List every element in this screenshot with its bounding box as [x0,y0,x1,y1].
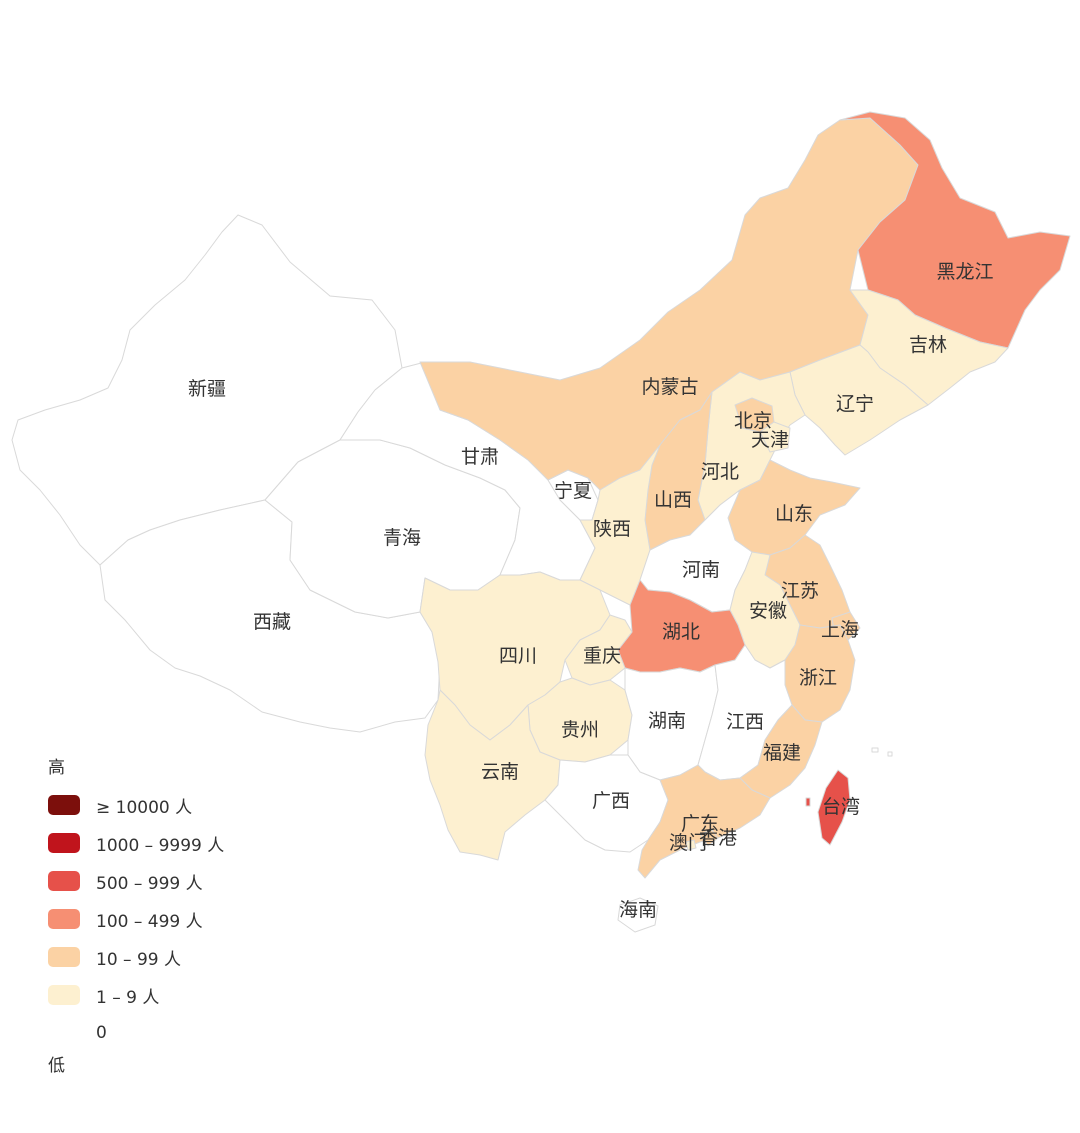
label-guizhou: 贵州 [561,719,599,741]
province-heilongjiang[interactable] [839,111,1071,349]
legend-swatch [48,833,80,853]
province-chongqing[interactable] [564,614,633,686]
province-labels: 新疆 西藏 青海 甘肃 宁夏 内蒙古 黑龙江 吉林 辽宁 北京 天津 河北 山西… [188,261,994,921]
label-shanxi: 山西 [654,489,692,511]
label-tianjin: 天津 [751,429,789,451]
province-guangdong[interactable] [637,764,771,879]
label-taiwan: 台湾 [822,796,860,818]
label-xizang: 西藏 [253,611,291,633]
legend-swatch [48,1023,80,1043]
label-henan: 河南 [682,559,720,581]
label-liaoning: 辽宁 [836,393,874,415]
label-macau: 澳门 [669,832,707,854]
label-ningxia: 宁夏 [554,480,592,502]
legend-label: 1000 – 9999 人 [96,835,225,856]
label-shanghai: 上海 [821,619,859,641]
island-marker [871,747,879,753]
label-guangdong: 广东 [681,813,719,835]
label-qinghai: 青海 [383,527,421,549]
legend-item[interactable]: 1 – 9 人 [48,976,308,1014]
label-heilongjiang: 黑龙江 [936,261,993,283]
label-gansu: 甘肃 [461,446,499,468]
label-fujian: 福建 [763,742,801,764]
label-zhejiang: 浙江 [799,667,837,689]
legend-label: 500 – 999 人 [96,873,203,894]
label-yunnan: 云南 [481,761,519,783]
legend-swatch [48,871,80,891]
label-neimenggu: 内蒙古 [641,376,698,398]
legend-item[interactable]: 1000 – 9999 人 [48,824,308,862]
label-shaanxi: 陕西 [593,518,631,540]
island-marker [887,751,893,757]
label-hebei: 河北 [701,461,739,483]
legend-item[interactable]: 0 [48,1014,308,1052]
legend-items: ≥ 10000 人 1000 – 9999 人 500 – 999 人 100 – 4… [48,786,308,1052]
label-beijing: 北京 [734,410,772,432]
province-tianjin[interactable] [759,421,791,453]
legend-item[interactable]: 500 – 999 人 [48,862,308,900]
legend-low-label: 低 [48,1056,65,1076]
island-marker [805,797,811,807]
label-shandong: 山东 [775,503,813,525]
legend-swatch [48,795,80,815]
label-anhui: 安徽 [749,600,787,622]
province-macau[interactable] [685,839,697,851]
legend-label: 100 – 499 人 [96,911,203,932]
legend-swatch [48,909,80,929]
label-hubei: 湖北 [662,621,700,643]
label-jiangxi: 江西 [726,711,764,733]
label-jiangsu: 江苏 [781,580,819,602]
legend-item[interactable]: ≥ 10000 人 [48,786,308,824]
label-guangxi: 广西 [592,790,630,812]
legend-item[interactable]: 100 – 499 人 [48,900,308,938]
legend-label: ≥ 10000 人 [96,797,193,818]
legend-label: 1 – 9 人 [96,987,160,1008]
label-hongkong: 香港 [699,827,737,849]
label-hunan: 湖南 [648,710,686,732]
legend-label: 10 – 99 人 [96,949,181,970]
label-chongqing: 重庆 [583,645,621,667]
legend-item[interactable]: 10 – 99 人 [48,938,308,976]
label-hainan: 海南 [619,899,657,921]
legend-swatch [48,947,80,967]
legend-swatch [48,985,80,1005]
legend: 高 ≥ 10000 人 1000 – 9999 人 500 – 999 人 100 –… [48,756,308,1086]
province-hongkong[interactable] [699,829,719,847]
label-xinjiang: 新疆 [188,378,226,400]
label-sichuan: 四川 [499,645,537,667]
province-hainan[interactable] [617,897,659,933]
province-taiwan[interactable] [817,769,851,846]
label-jilin: 吉林 [909,334,947,356]
legend-label: 0 [96,1023,107,1043]
province-liaoning[interactable] [789,344,929,456]
legend-high-label: 高 [48,758,65,778]
